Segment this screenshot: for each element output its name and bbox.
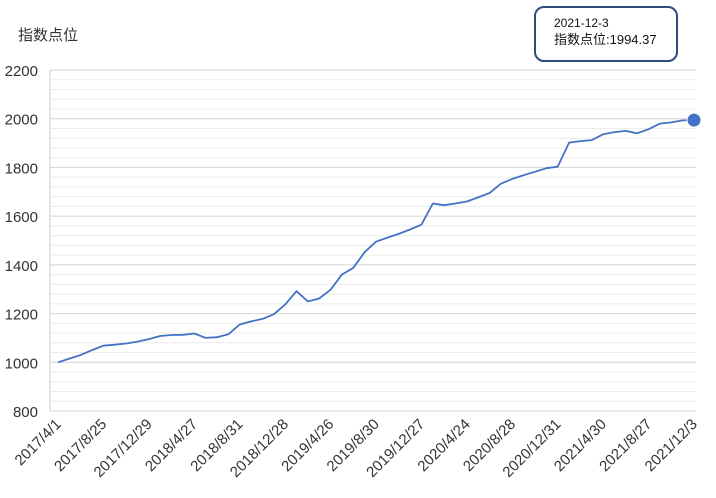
tooltip-date: 2021-12-3 (554, 16, 609, 30)
tooltip-value: 指数点位:1994.37 (554, 32, 657, 47)
y-tick-label: 1400 (5, 258, 38, 275)
series-line (57, 119, 695, 364)
drop-lines (57, 120, 695, 411)
x-tick-labels: 2017/4/12017/8/252017/12/292018/4/272018… (12, 416, 701, 481)
series-line-group (57, 112, 702, 364)
y-tick-label: 2200 (5, 63, 38, 80)
y-tick-labels: 800 1000 1200 1400 1600 1800 2000 2200 (5, 63, 38, 421)
highlight-point (686, 112, 702, 128)
grid (49, 69, 696, 412)
y-tick-label: 1800 (5, 160, 38, 177)
tooltip: 2021-12-3 指数点位:1994.37 (534, 6, 678, 62)
y-tick-label: 800 (13, 404, 38, 421)
y-tick-label: 1600 (5, 209, 38, 226)
y-tick-label: 1200 (5, 307, 38, 324)
y-axis-label: 指数点位 (18, 27, 79, 44)
y-tick-label: 1000 (5, 355, 38, 372)
y-tick-label: 2000 (5, 112, 38, 129)
